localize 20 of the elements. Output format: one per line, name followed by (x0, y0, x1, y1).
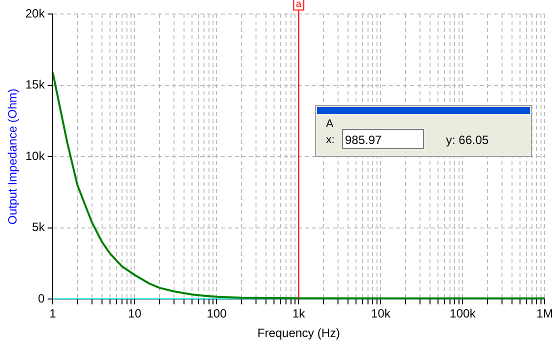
y-tick-label: 15k (25, 78, 46, 92)
x-tick-label: 100 (206, 306, 228, 321)
ref-line-label: a (296, 0, 302, 10)
x-tick-label: 100k (450, 306, 477, 321)
text-field: 985.97 (342, 129, 424, 149)
x-tick-label: 1k (292, 306, 306, 321)
y-tick-label: 10k (25, 148, 46, 163)
y-tick-label: 20k (25, 6, 46, 20)
x-tick-label: 1 (49, 306, 56, 321)
y-tick-label: 5k (32, 220, 46, 234)
annotation: y: 66.05 (446, 133, 489, 147)
x-axis-title: Frequency (Hz) (257, 326, 340, 340)
annotation: x: (326, 134, 335, 146)
x-tick-label: 10k (371, 306, 392, 321)
annotation: 985.97 (345, 133, 382, 147)
annotation: A (326, 118, 334, 130)
x-tick-label: 10 (128, 306, 142, 321)
y-tick-label: 0 (38, 292, 46, 306)
y-axis-title: Output Impedance (Ohm) (6, 88, 20, 225)
x-tick-label: 1M (536, 306, 554, 321)
